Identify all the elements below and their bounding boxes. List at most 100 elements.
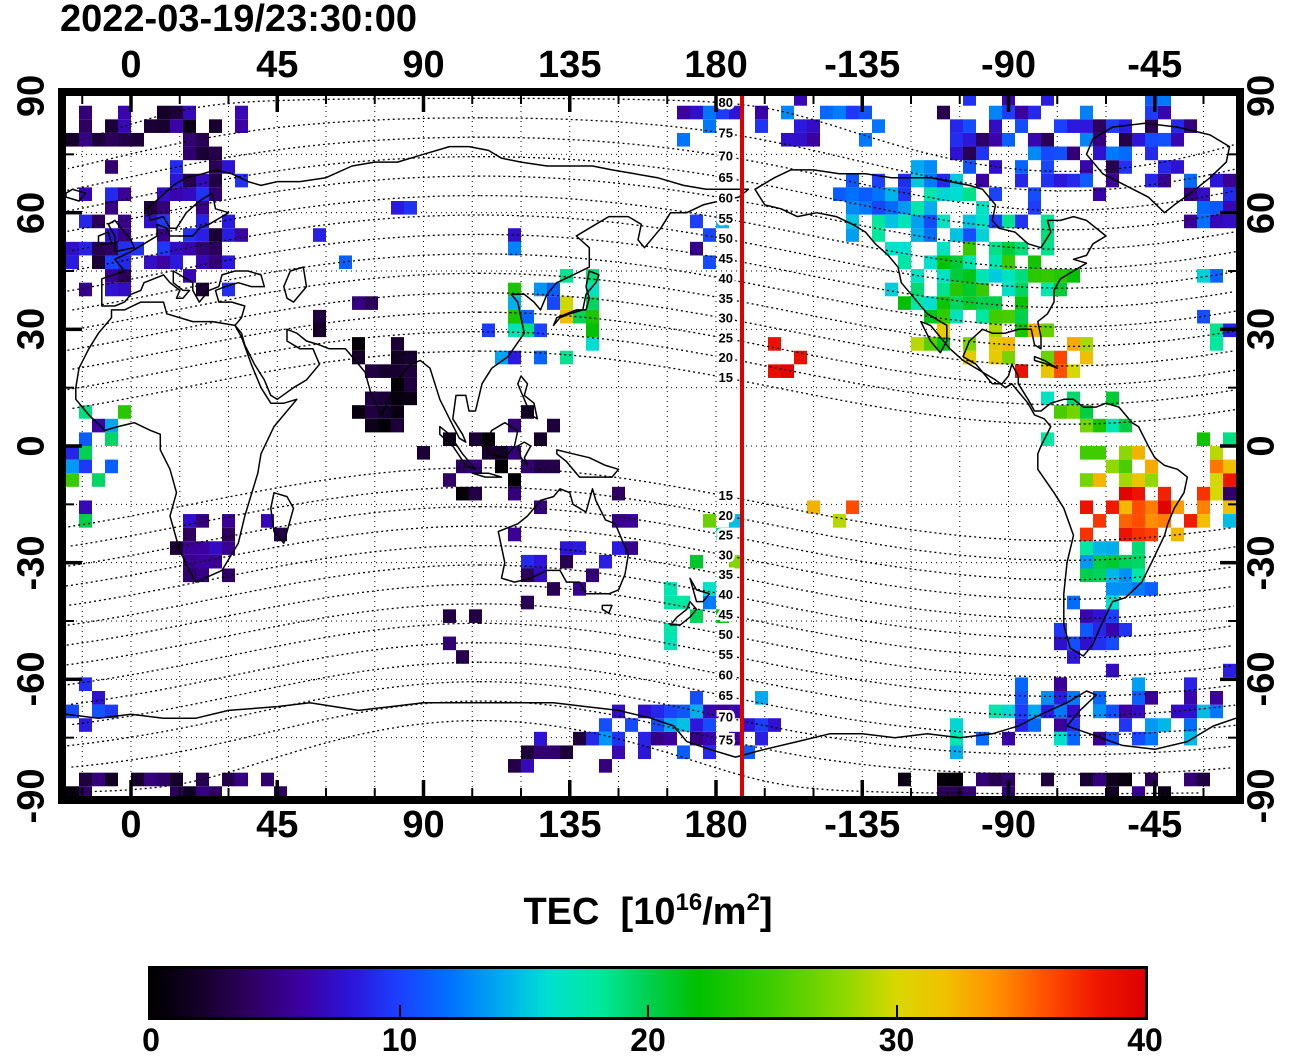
tec-cell [690,609,703,623]
tec-cell [1015,704,1028,719]
tec-cell [989,241,1002,256]
tec-cell [118,119,131,133]
tec-cell [911,337,924,351]
tec-cell [131,132,144,147]
tec-cell [183,146,196,161]
tec-cell [1002,704,1015,719]
lon-axis-label-bottom: 180 [684,804,748,846]
tec-cell [989,296,1002,310]
tec-cell [872,214,885,229]
tec-cell [1080,609,1093,623]
tec-cell [196,554,209,569]
tec-cell [1054,704,1067,719]
tec-cell [469,486,482,501]
lat-axis-label-left: -60 [10,651,53,707]
tec-cell [1041,146,1054,161]
tec-cell [1119,622,1132,637]
tec-cell [508,527,521,542]
tec-cell [1002,282,1015,297]
tec-cell [1223,663,1236,678]
tec-cell [144,214,157,229]
tec-cell [391,337,404,351]
tec-cell [1158,718,1171,732]
tec-cell [209,187,222,201]
tec-cell [1210,269,1223,283]
tec-cell [1106,160,1119,174]
tec-cell [560,350,573,365]
tec-cell [105,772,118,787]
tec-cell [1080,568,1093,583]
tec-cell [1080,500,1093,515]
tec-cell [1028,269,1041,283]
tec-cell [846,187,859,201]
tec-cell [872,173,885,188]
coastline-eurasia [101,145,750,443]
tec-cell [1054,405,1067,419]
tec-cell [157,201,170,215]
tec-cell [586,309,599,324]
tec-cell [898,772,911,787]
tec-cell [703,731,716,746]
contour-label: 70 [719,709,733,724]
tec-cell [924,337,937,351]
tec-cell [1106,582,1119,596]
tec-cell [1171,704,1184,719]
tec-cell [625,541,638,555]
tec-cell [1093,418,1106,433]
tec-cell [1106,500,1119,515]
world-tec-map: 15 15 20 20 25 25 30 30 35 35 40 40 45 45 50 50 55 55 60 60… [58,88,1244,804]
tec-cell [911,201,924,215]
tec-cell [534,282,547,297]
coastline-cuba [1033,355,1059,369]
tec-cell [950,146,963,161]
tec-cell [404,201,417,215]
tec-cell [469,609,482,623]
tec-cell [1093,146,1106,161]
tec-cell [79,677,92,691]
tec-cell [183,786,196,796]
tec-cell [209,146,222,161]
tec-cell [404,391,417,406]
tec-cell [469,432,482,446]
tec-cell [170,119,183,133]
contour-label: 65 [719,688,733,703]
tec-cell [963,241,976,256]
tec-cell [950,309,963,324]
tec-cell [105,255,118,270]
tec-cell [703,704,716,719]
tec-cell [807,132,820,147]
mag-contour [71,700,1233,775]
tec-cell [1093,119,1106,133]
tec-cell [664,582,677,596]
mag-contour [66,603,1232,678]
tec-cell [833,187,846,201]
tec-cell [1080,337,1093,351]
tec-cell [586,282,599,297]
tec-cell [625,718,638,732]
tec-cell [989,772,1002,787]
mag-contour [72,661,1236,736]
tec-cell [1171,500,1184,515]
tec-cell [833,105,846,120]
tec-cell [482,323,495,338]
coastline-philippines [517,375,539,420]
tec-cell [950,255,963,270]
tec-cell [1210,486,1223,501]
contour-label: 70 [719,148,733,163]
tec-cell [170,255,183,270]
colorbar-title-exponent: 16 [675,889,703,916]
tec-cell [521,745,534,760]
tec-cell [170,772,183,787]
tec-cell [1119,554,1132,569]
tec-cell [1002,337,1015,351]
lon-axis-label-top: 180 [684,44,748,86]
tec-cell [937,255,950,270]
tec-cell [118,405,131,419]
tec-cell [404,350,417,365]
tec-cell [937,786,950,796]
tec-cell [1015,160,1028,174]
tec-cell [846,173,859,188]
tec-cell [1106,459,1119,474]
tec-cell [1041,391,1054,406]
tec-cell [1106,609,1119,623]
